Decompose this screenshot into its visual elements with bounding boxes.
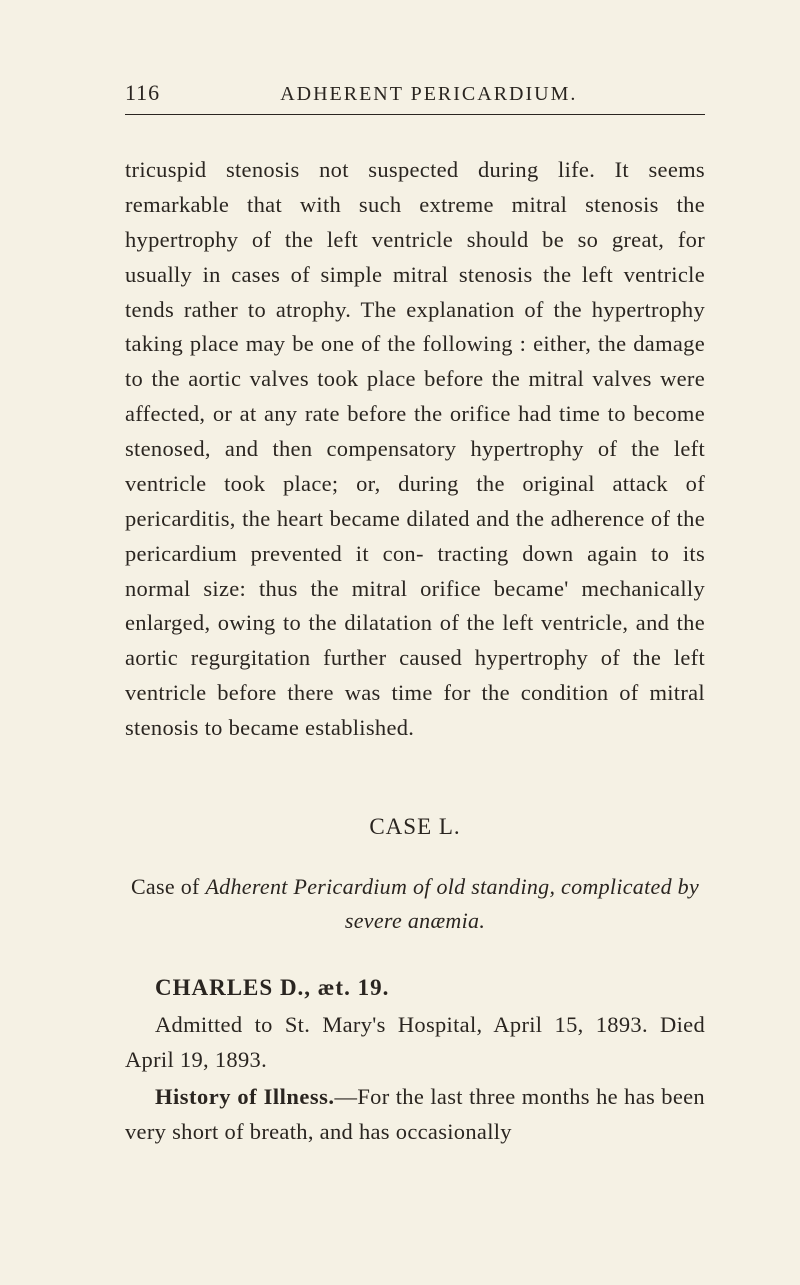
patient-name: CHARLES D., æt. 19. xyxy=(155,975,389,1000)
patient-info-block: CHARLES D., æt. 19. xyxy=(125,970,705,1006)
header-divider xyxy=(125,114,705,115)
page-number: 116 xyxy=(125,80,160,106)
case-label: CASE L. xyxy=(125,814,705,840)
case-title: Case of Adherent Pericardium of old stan… xyxy=(125,870,705,938)
running-title: ADHERENT PERICARDIUM. xyxy=(280,83,577,106)
history-paragraph: History of Illness.—For the last three m… xyxy=(125,1080,705,1150)
body-paragraph: tricuspid stenosis not suspected during … xyxy=(125,153,705,746)
page-header: 116 ADHERENT PERICARDIUM. xyxy=(125,80,705,106)
case-title-italic: Adherent Pericardium of old standing, co… xyxy=(205,874,699,933)
case-label-text: CASE L. xyxy=(369,814,460,839)
document-page: 116 ADHERENT PERICARDIUM. tricuspid sten… xyxy=(0,0,800,1285)
case-title-prefix: Case of xyxy=(131,874,206,899)
history-label: History of Illness. xyxy=(155,1084,335,1109)
admission-info: Admitted to St. Mary's Hospital, April 1… xyxy=(125,1008,705,1078)
